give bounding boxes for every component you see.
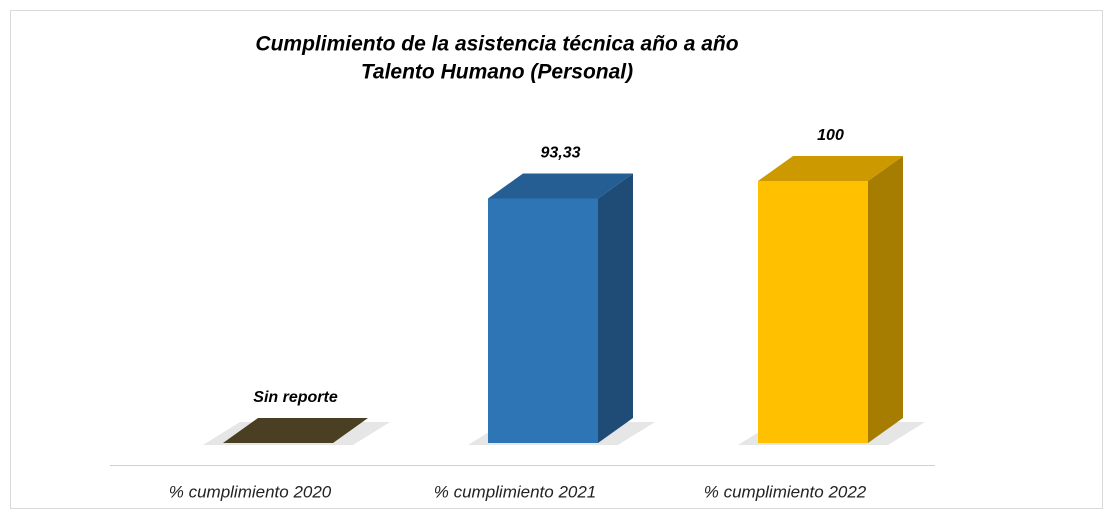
x-tick-label: % cumplimiento 2020	[169, 482, 332, 501]
value-label: 100	[817, 127, 844, 144]
chart-subtitle: Talento Humano (Personal)	[361, 61, 633, 84]
bar-side	[598, 173, 633, 443]
bar-top	[488, 173, 633, 199]
bar-side	[868, 156, 903, 443]
bar-top	[223, 418, 368, 443]
bar	[758, 181, 868, 443]
chart-title: Cumplimiento de la asistencia técnica añ…	[255, 33, 738, 56]
x-tick-label: % cumplimiento 2022	[704, 482, 867, 501]
x-tick-label: % cumplimiento 2021	[434, 482, 597, 501]
value-label: Sin reporte	[253, 389, 338, 406]
bar	[488, 198, 598, 443]
bar-top	[758, 156, 903, 181]
value-label: 93,33	[540, 145, 580, 162]
